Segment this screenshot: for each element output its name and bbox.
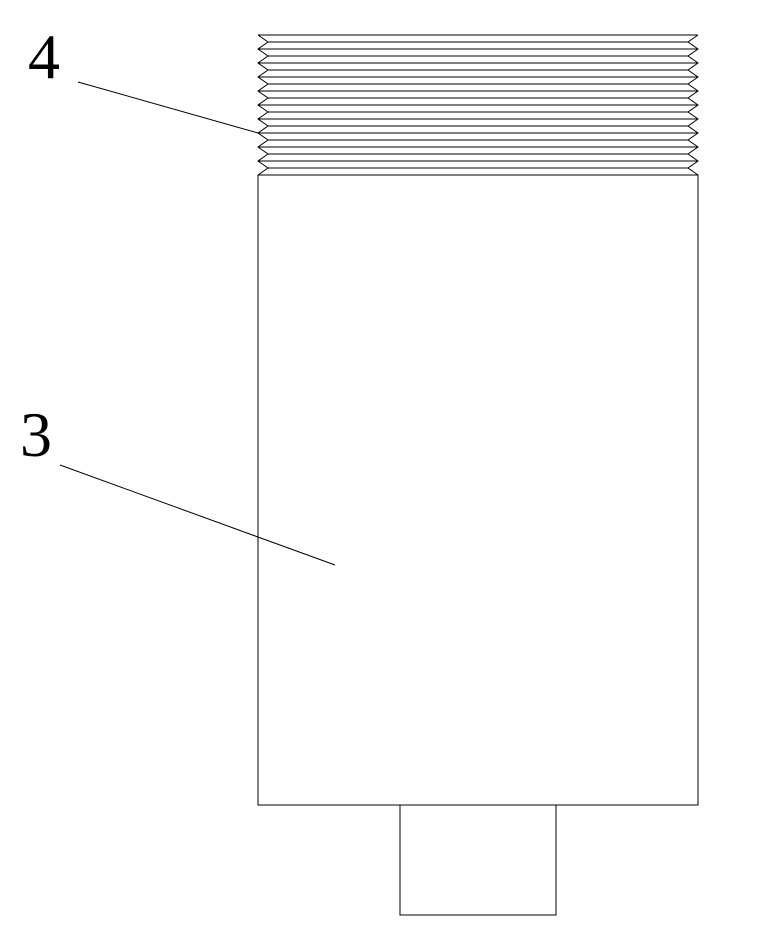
bottom-protrusion-shape — [400, 805, 556, 915]
threaded-section — [258, 35, 698, 175]
main-body-shape — [258, 175, 698, 805]
callout-label-4: 4 — [28, 20, 60, 94]
technical-diagram: 4 3 — [0, 0, 784, 932]
callout-label-3: 3 — [20, 398, 52, 472]
diagram-svg — [0, 0, 784, 932]
